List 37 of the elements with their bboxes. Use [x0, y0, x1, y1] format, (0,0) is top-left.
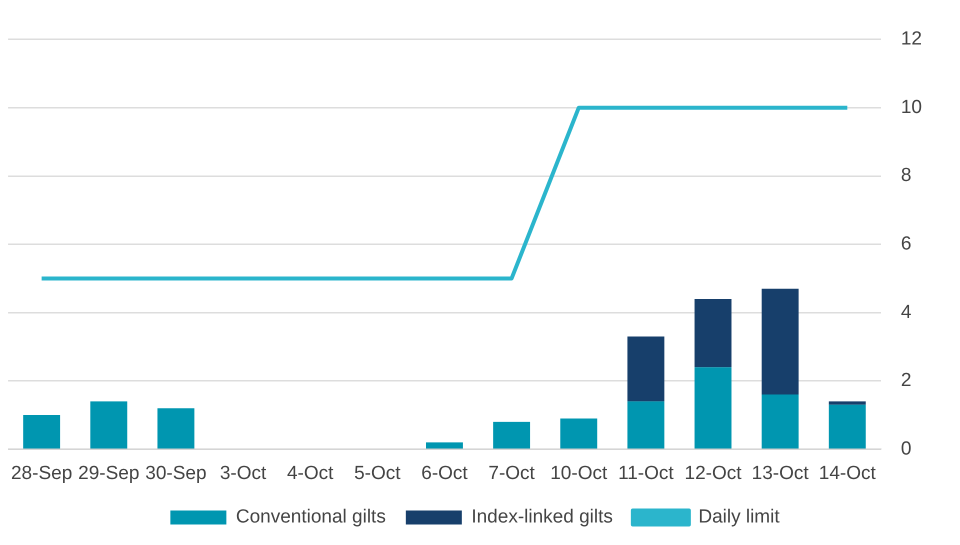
bar — [627, 336, 664, 402]
y-tick-label: 0 — [900, 438, 912, 460]
y-tick-label: 6 — [900, 234, 912, 255]
bar — [627, 401, 664, 448]
bar — [157, 408, 194, 448]
x-tick-label: 14-Oct — [818, 462, 877, 484]
legend-label: Daily limit — [698, 506, 780, 528]
x-tick-label: 3-Oct — [220, 462, 267, 484]
x-tick-label: 28-Sep — [10, 462, 72, 484]
y-tick-label: 8 — [900, 165, 912, 186]
x-tick-label: 7-Oct — [488, 462, 536, 484]
bar — [560, 418, 598, 448]
y-tick-label: 4 — [900, 302, 912, 323]
legend-label: Index-linked gilts — [471, 506, 613, 528]
x-tick-label: 29-Sep — [78, 462, 140, 484]
bar — [762, 288, 799, 395]
x-tick-label: 6-Oct — [421, 462, 468, 484]
y-tick-label: 2 — [900, 370, 912, 392]
bar — [762, 394, 799, 448]
x-tick-label: 12-Oct — [684, 462, 742, 484]
bar — [694, 298, 732, 368]
x-tick-label: 11-Oct — [618, 462, 674, 484]
bar — [828, 401, 866, 405]
bar — [493, 422, 530, 448]
x-tick-label: 5-Oct — [354, 462, 402, 484]
x-tick-label: 4-Oct — [286, 462, 334, 484]
y-tick-label: 10 — [900, 96, 922, 118]
y-tick-label: 12 — [900, 28, 922, 50]
x-tick-label: 10-Oct — [550, 462, 608, 484]
bar — [828, 404, 866, 448]
x-tick-label: 30-Sep — [145, 462, 207, 484]
bar — [90, 401, 128, 448]
bar — [694, 367, 732, 448]
x-tick-label: 13-Oct — [752, 462, 810, 484]
bar — [426, 442, 463, 448]
legend-label: Conventional gilts — [236, 506, 386, 528]
bar — [23, 415, 60, 448]
